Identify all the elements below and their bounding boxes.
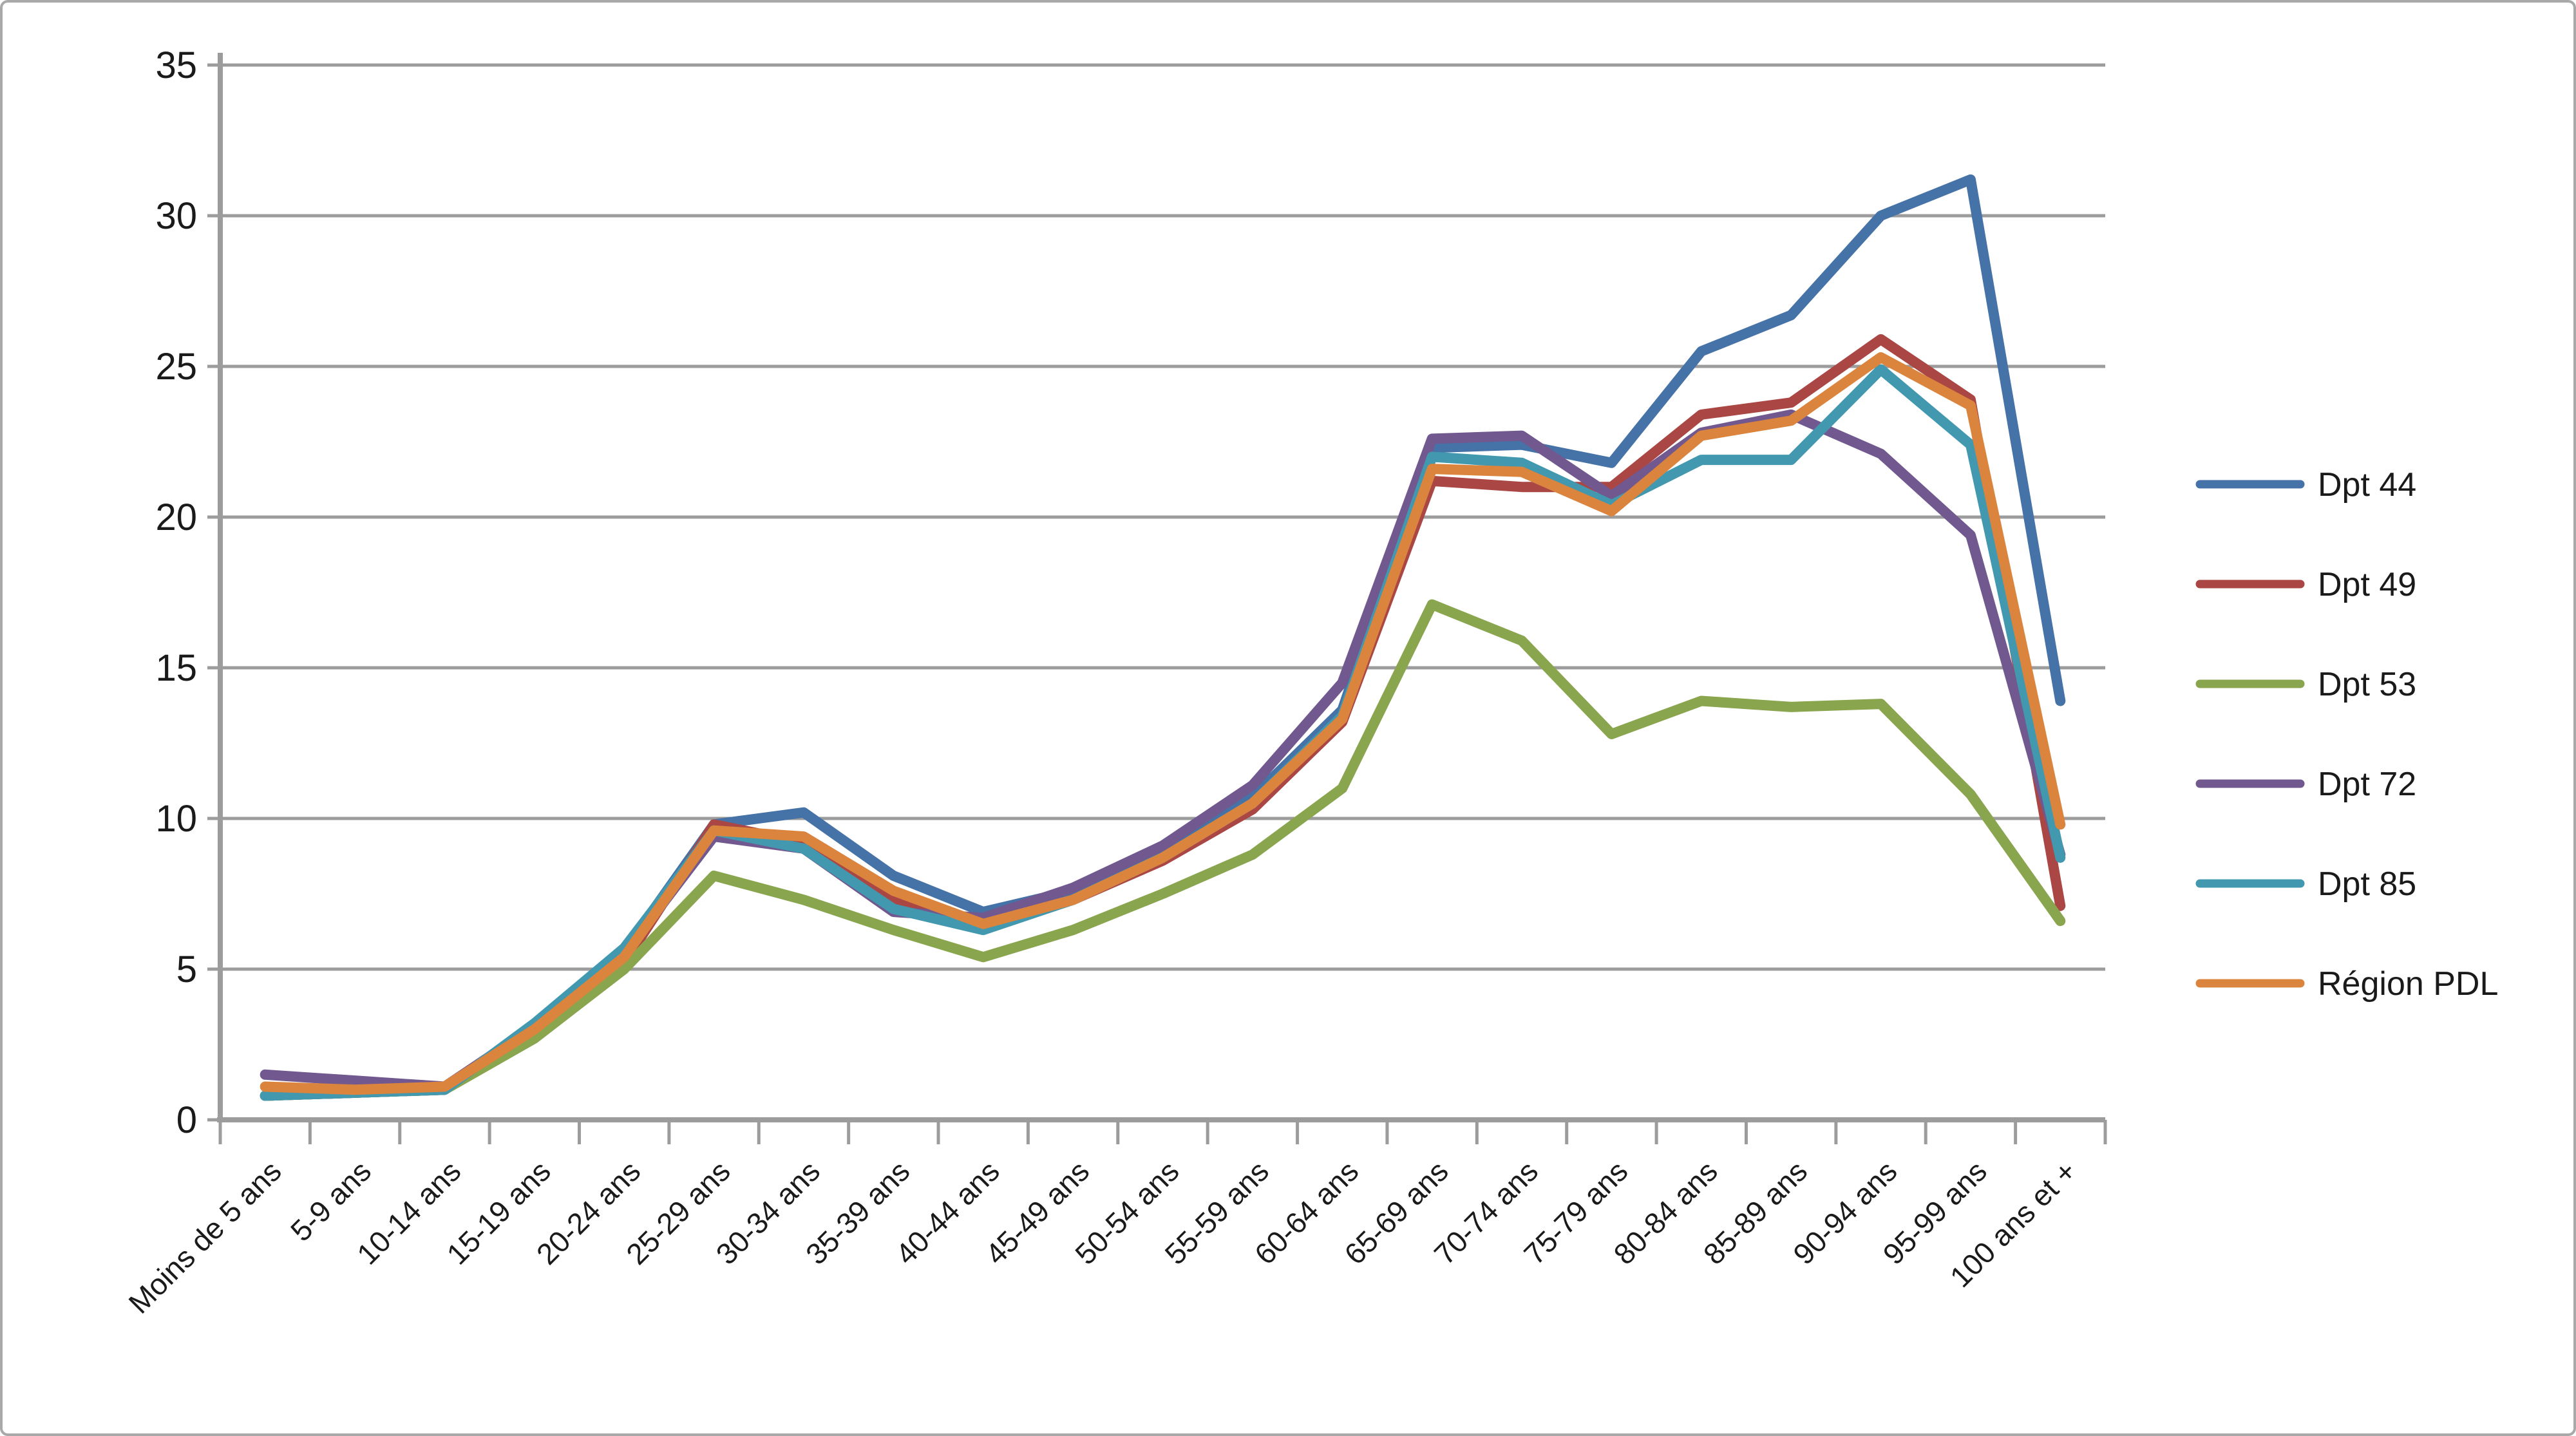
legend: Dpt 44 Dpt 49 Dpt 53 Dpt 72 Dpt 85 Région PDL <box>2195 466 2498 1003</box>
legend-label-dpt-49: Dpt 49 <box>2318 566 2416 603</box>
series-line-dpt-72 <box>260 409 2066 1092</box>
y-tick-label: 5 <box>176 949 197 990</box>
gridlines <box>220 63 2105 971</box>
legend-item-dpt-44: Dpt 44 <box>2195 466 2416 504</box>
y-tick-label: 0 <box>176 1099 197 1141</box>
y-tick-label: 20 <box>155 496 197 538</box>
legend-item-dpt-72: Dpt 72 <box>2195 766 2416 803</box>
series-lines <box>260 174 2066 1101</box>
y-tick-label: 15 <box>155 647 197 689</box>
legend-label-dpt-53: Dpt 53 <box>2318 666 2416 703</box>
legend-item-dpt-85: Dpt 85 <box>2195 865 2416 903</box>
series-line-dpt-85 <box>260 364 2066 1101</box>
legend-item-r-gion-pdl: Région PDL <box>2195 965 2498 1003</box>
y-tick-label: 25 <box>155 346 197 388</box>
legend-item-dpt-49: Dpt 49 <box>2195 566 2416 603</box>
axes <box>217 53 2105 1122</box>
y-tick-label: 10 <box>155 798 197 840</box>
x-category-label-moins-de-5-ans: Moins de 5 ans <box>122 1154 287 1319</box>
legend-label-dpt-72: Dpt 72 <box>2318 766 2416 803</box>
y-tick-label: 30 <box>155 195 197 237</box>
legend-label-r-gion-pdl: Région PDL <box>2318 965 2498 1003</box>
legend-label-dpt-44: Dpt 44 <box>2318 466 2416 504</box>
legend-item-dpt-53: Dpt 53 <box>2195 666 2416 703</box>
legend-label-dpt-85: Dpt 85 <box>2318 865 2416 903</box>
series-line-dpt-53 <box>260 599 2066 1101</box>
y-tick-label: 35 <box>155 44 197 86</box>
y-axis: 0 5 10 15 20 25 30 35 <box>155 44 222 1141</box>
series-line-dpt-44 <box>260 174 2066 1101</box>
series-line-r-gion-pdl <box>260 352 2066 1095</box>
